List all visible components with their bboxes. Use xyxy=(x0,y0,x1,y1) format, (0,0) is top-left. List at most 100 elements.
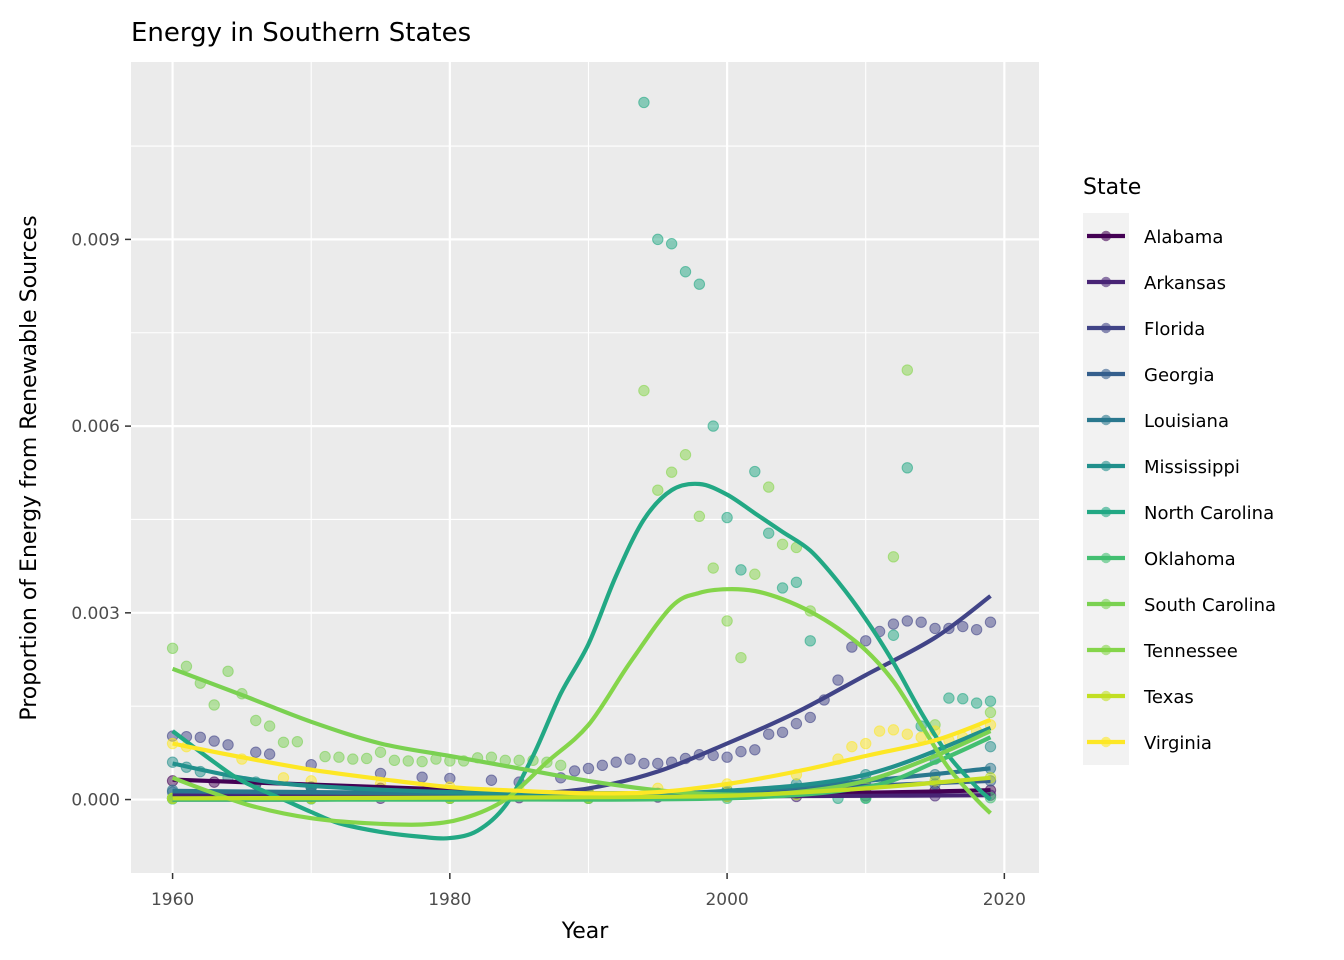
data-point xyxy=(749,465,761,478)
data-point xyxy=(222,665,234,678)
data-point xyxy=(624,753,636,765)
data-point xyxy=(693,278,706,290)
chart-title: Energy in Southern States xyxy=(131,18,471,48)
data-point xyxy=(208,735,220,747)
data-point xyxy=(776,582,789,594)
data-point xyxy=(721,751,733,763)
legend-item: South Carolina xyxy=(1087,595,1276,616)
smooth-line xyxy=(171,666,992,797)
data-point xyxy=(596,759,609,772)
data-point xyxy=(887,629,900,641)
data-point xyxy=(762,481,775,493)
data-point xyxy=(957,693,969,705)
data-point xyxy=(263,748,276,760)
y-tick-label: 0.000 xyxy=(71,791,120,811)
data-point xyxy=(749,568,761,580)
x-tick-label: 1980 xyxy=(428,890,471,910)
legend-label: Florida xyxy=(1144,319,1205,340)
data-point xyxy=(776,538,789,551)
data-point xyxy=(388,754,401,767)
legend-label: Texas xyxy=(1143,687,1194,708)
data-point xyxy=(943,692,955,704)
legend-item: Florida xyxy=(1087,319,1205,340)
data-point xyxy=(194,731,207,744)
data-point xyxy=(901,615,914,627)
data-point xyxy=(180,660,193,673)
legend-key-point xyxy=(1100,644,1112,656)
data-point xyxy=(790,717,803,730)
data-point xyxy=(887,724,900,736)
legend-key-point xyxy=(1100,276,1112,288)
legend-item: Georgia xyxy=(1087,365,1215,386)
data-point xyxy=(970,697,983,709)
y-axis-title: Proportion of Energy from Renewable Sour… xyxy=(17,215,42,720)
data-point xyxy=(277,736,290,748)
data-point xyxy=(790,576,803,589)
data-point xyxy=(513,754,525,767)
data-point xyxy=(762,728,775,740)
y-tick-label: 0.009 xyxy=(71,230,120,250)
data-point xyxy=(610,756,622,768)
smooth-line xyxy=(172,717,992,796)
data-point xyxy=(749,744,761,756)
data-point xyxy=(707,562,719,574)
data-point xyxy=(970,623,983,636)
data-point xyxy=(638,757,650,770)
legend-item: Tennessee xyxy=(1087,641,1238,662)
y-tick-label: 0.003 xyxy=(71,604,120,624)
legend-item: Arkansas xyxy=(1087,273,1226,294)
data-point xyxy=(846,740,858,753)
x-axis: 1960 1980 2000 2020 xyxy=(151,873,1026,910)
legend-label: Virginia xyxy=(1144,733,1212,754)
data-point xyxy=(860,635,872,647)
legend-key-point xyxy=(1100,460,1112,472)
data-point xyxy=(915,616,927,628)
data-point xyxy=(721,511,733,524)
data-point xyxy=(638,96,650,109)
legend-label: Arkansas xyxy=(1144,273,1226,294)
x-tick-label: 2020 xyxy=(983,890,1026,910)
legend-key-point xyxy=(1100,598,1112,610)
legend-label: North Carolina xyxy=(1144,503,1274,524)
data-point xyxy=(679,266,692,278)
data-point xyxy=(319,750,331,763)
data-point xyxy=(333,751,345,763)
data-point xyxy=(638,384,650,397)
data-point xyxy=(735,745,747,758)
grid-minor xyxy=(131,62,1039,873)
data-point xyxy=(707,420,719,432)
legend-key-point xyxy=(1100,506,1112,518)
legend-label: Mississippi xyxy=(1144,457,1240,478)
data-point xyxy=(735,651,747,664)
data-point xyxy=(347,753,359,765)
data-point xyxy=(416,771,428,783)
smooth-line xyxy=(172,775,991,801)
data-point xyxy=(665,238,678,250)
data-point xyxy=(901,364,914,376)
legend-label: Georgia xyxy=(1144,365,1215,386)
legend-key-point xyxy=(1100,414,1112,426)
data-point xyxy=(887,618,900,630)
data-point xyxy=(735,564,747,576)
data-point xyxy=(984,616,997,628)
legend-title: State xyxy=(1083,175,1141,200)
data-point xyxy=(250,714,262,727)
data-point xyxy=(901,462,914,474)
data-point xyxy=(166,642,179,655)
data-point xyxy=(291,735,304,748)
legend-item: Alabama xyxy=(1087,227,1223,248)
data-point xyxy=(374,746,387,758)
data-point xyxy=(250,746,262,758)
legend-item: Mississippi xyxy=(1087,457,1240,478)
data-point xyxy=(582,762,595,775)
legend-item: Virginia xyxy=(1087,733,1212,754)
data-point xyxy=(679,449,692,461)
data-point xyxy=(901,728,914,740)
legend-label: Alabama xyxy=(1144,227,1223,248)
legend-label: Louisiana xyxy=(1144,411,1229,432)
smooth-lines-layer xyxy=(171,481,992,841)
data-point xyxy=(846,641,858,653)
data-point xyxy=(568,765,581,777)
x-axis-title: Year xyxy=(561,919,610,944)
